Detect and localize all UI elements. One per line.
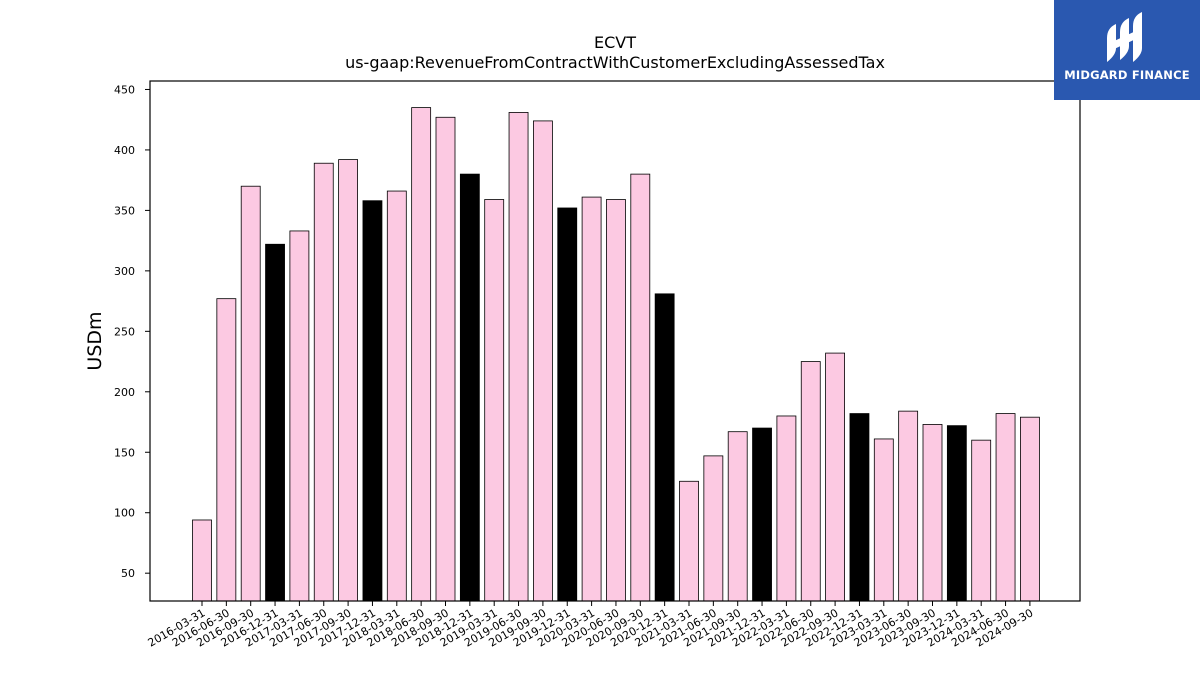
bar xyxy=(289,230,310,602)
bar xyxy=(216,298,237,602)
bar xyxy=(386,190,407,602)
bar xyxy=(581,196,602,602)
bar xyxy=(240,185,261,602)
y-axis-label: USDm xyxy=(84,311,106,370)
bar xyxy=(873,438,894,602)
bar xyxy=(727,431,748,602)
bar xyxy=(800,361,821,602)
y-tick-label: 450 xyxy=(114,83,135,96)
midgard-logo-icon xyxy=(1107,12,1142,62)
y-tick-label: 50 xyxy=(121,567,135,580)
y-tick-label: 350 xyxy=(114,204,135,217)
bar xyxy=(995,413,1016,602)
logo-text: MIDGARD FINANCE xyxy=(1064,68,1190,82)
bar xyxy=(679,480,699,602)
bar xyxy=(508,112,529,602)
bar xyxy=(606,199,626,602)
y-tick-label: 250 xyxy=(114,325,135,338)
bar xyxy=(898,410,919,602)
bar xyxy=(435,116,456,602)
bar xyxy=(1020,416,1040,602)
y-tick-label: 150 xyxy=(114,446,135,459)
midgard-finance-logo: MIDGARD FINANCE xyxy=(1054,0,1200,100)
chart-title: ECVT xyxy=(594,33,636,52)
chart-subtitle: us-gaap:RevenueFromContractWithCustomerE… xyxy=(345,53,885,72)
bar xyxy=(776,415,797,602)
bar xyxy=(484,199,505,602)
bar xyxy=(630,173,651,602)
bar xyxy=(971,439,992,602)
bar xyxy=(411,107,432,602)
bar xyxy=(825,352,845,602)
bar xyxy=(703,455,724,602)
bar xyxy=(946,425,967,602)
bar xyxy=(557,207,578,602)
bar xyxy=(338,159,359,602)
bar xyxy=(362,200,383,602)
bar xyxy=(849,413,870,602)
bar xyxy=(752,427,772,602)
bar xyxy=(459,173,480,602)
y-tick-label: 400 xyxy=(114,144,135,157)
bar xyxy=(313,162,334,602)
bar xyxy=(265,243,285,602)
y-tick-label: 200 xyxy=(114,386,135,399)
bar xyxy=(192,519,212,602)
bar xyxy=(533,120,553,602)
bar xyxy=(922,424,943,602)
y-tick-label: 300 xyxy=(114,265,135,278)
bar xyxy=(654,293,675,602)
plot-frame xyxy=(149,80,1081,602)
y-tick-label: 100 xyxy=(114,507,135,520)
